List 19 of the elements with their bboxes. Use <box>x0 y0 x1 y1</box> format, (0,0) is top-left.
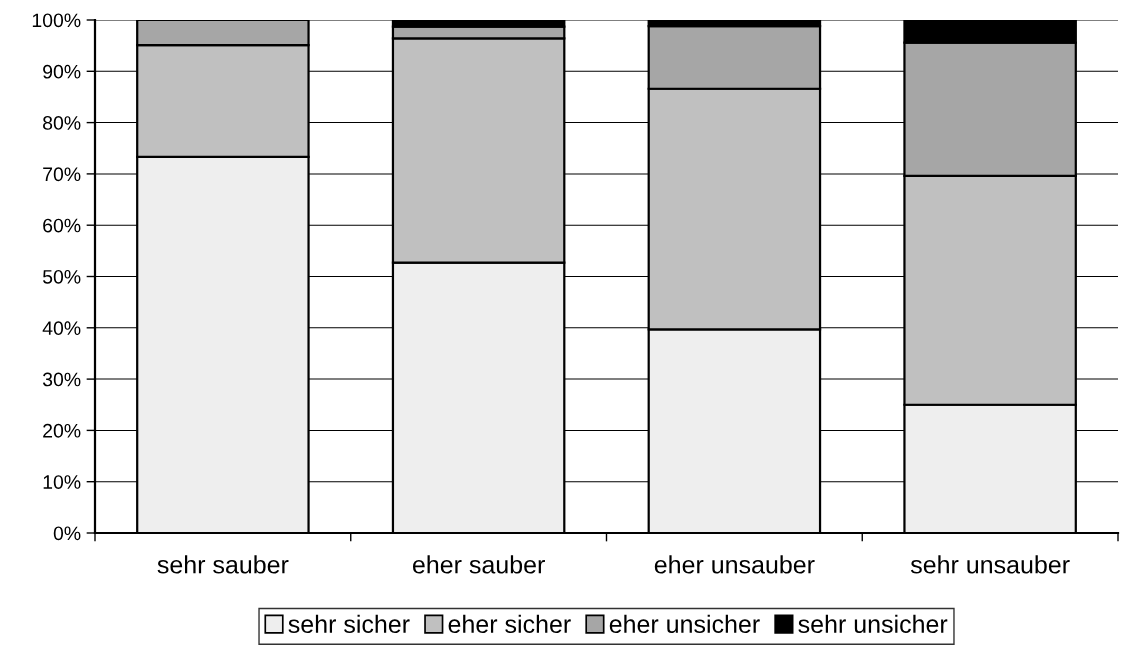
y-tick-label: 70% <box>43 167 81 182</box>
y-tick-label: 40% <box>42 321 81 336</box>
y-tick-label: 0% <box>53 526 81 541</box>
y-tick-label: 30% <box>42 372 81 387</box>
y-tick-label: 90% <box>43 64 81 79</box>
x-tick-label: sehr unsauber <box>910 555 1070 574</box>
y-tick-label: 50% <box>42 269 81 284</box>
legend-label: sehr unsicher <box>798 614 948 634</box>
y-tick-label: 10% <box>43 475 81 489</box>
x-tick-label: sehr sauber <box>157 555 289 574</box>
y-tick-label: 100% <box>32 13 81 28</box>
x-tick-label: eher unsauber <box>654 555 815 574</box>
y-tick-label: 20% <box>43 423 81 438</box>
legend-label: eher unsicher <box>609 614 760 634</box>
x-tick-label: eher sauber <box>412 555 545 574</box>
legend-label: eher sicher <box>448 614 571 634</box>
y-tick-label: 60% <box>43 218 81 233</box>
y-tick-label: 80% <box>43 116 81 130</box>
legend-label: sehr sicher <box>288 614 410 634</box>
